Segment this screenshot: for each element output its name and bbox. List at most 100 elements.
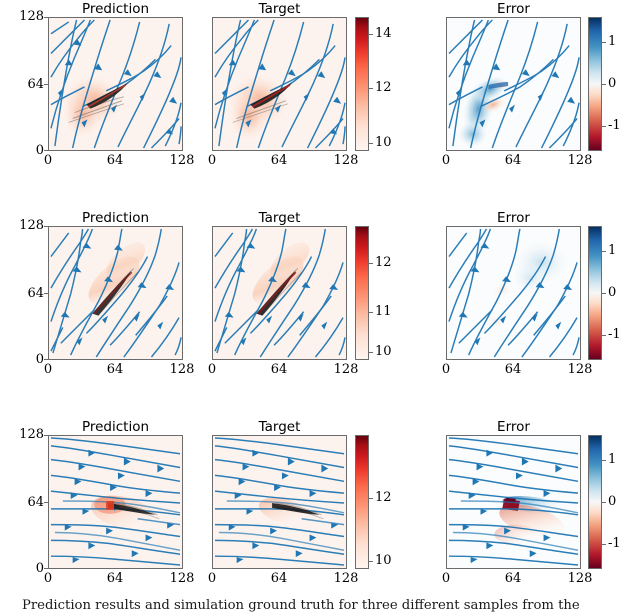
colorbar-r3-error-tickmark-0 <box>602 502 606 503</box>
ytickmark-r2-64 <box>44 293 48 294</box>
xtick-r2c2-128: 128 <box>333 362 359 377</box>
figure-caption: Prediction results and simulation ground… <box>22 598 580 613</box>
xtick-r1c1-64: 64 <box>106 153 124 168</box>
xtick-r3c3-128: 128 <box>567 571 593 586</box>
xtick-r3c1-128: 128 <box>169 571 195 586</box>
colorbar-r1-error-ticklabel-neg1: -1 <box>608 118 621 133</box>
colorbar-r2-ticklabel-11: 11 <box>375 304 392 319</box>
colorbar-r1-error-tickmark-0 <box>602 84 606 85</box>
colorbar-r3-ticklabel-10: 10 <box>375 553 392 568</box>
ytickmark-r2-0 <box>44 359 48 360</box>
colorbar-r2-tickmark-12 <box>369 263 373 264</box>
xtick-r1c3-64: 64 <box>504 153 522 168</box>
xtick-r2c2-0: 0 <box>207 362 217 377</box>
xtick-r3c3-64: 64 <box>504 571 522 586</box>
colorbar-r2-tickmark-11 <box>369 312 373 313</box>
colorbar-r1-field <box>355 17 369 151</box>
colorbar-r2-error-ticklabel-0: 0 <box>608 285 617 300</box>
xtick-r3c3-0: 0 <box>441 571 451 586</box>
xtick-r1c2-64: 64 <box>270 153 288 168</box>
colorbar-r2-error <box>588 226 602 360</box>
ytick-r3-0: 0 <box>35 561 44 576</box>
panel-title-r1-prediction: Prediction <box>81 1 150 17</box>
xtick-r1c3-0: 0 <box>441 153 451 168</box>
colorbar-r3-error <box>588 435 602 569</box>
colorbar-r2-error-ticklabel-1: 1 <box>608 243 617 258</box>
xtick-r1c1-0: 0 <box>43 153 53 168</box>
colorbar-r3-field <box>355 435 369 569</box>
xtick-r1c1-128: 128 <box>169 153 195 168</box>
ytick-r2-128: 128 <box>19 218 44 233</box>
colorbar-r2-tickmark-10 <box>369 352 373 353</box>
colorbar-r2-ticklabel-10: 10 <box>375 344 392 359</box>
ytickmark-r3-128 <box>44 435 48 436</box>
xtick-r3c1-0: 0 <box>43 571 53 586</box>
xtick-r2c1-64: 64 <box>106 362 124 377</box>
colorbar-r3-tickmark-12 <box>369 498 373 499</box>
colorbar-r2-error-tickmark-1 <box>602 251 606 252</box>
ytickmark-r2-128 <box>44 226 48 227</box>
xtick-r1c2-128: 128 <box>333 153 359 168</box>
xtick-r3c2-128: 128 <box>333 571 359 586</box>
panel-r3-target <box>212 435 347 569</box>
ytickmark-r1-64 <box>44 84 48 85</box>
colorbar-r3-tickmark-10 <box>369 561 373 562</box>
ytick-r1-0: 0 <box>35 143 44 158</box>
xtick-r2c3-128: 128 <box>567 362 593 377</box>
ytick-r3-128: 128 <box>19 427 44 442</box>
colorbar-r3-error-tickmark-neg1 <box>602 544 606 545</box>
panel-title-r3-prediction: Prediction <box>81 419 150 435</box>
colorbar-r3-error-ticklabel-0: 0 <box>608 494 617 509</box>
colorbar-r1-tickmark-14 <box>369 34 373 35</box>
panel-title-r2-target: Target <box>258 210 301 226</box>
panel-title-r1-target: Target <box>258 1 301 17</box>
panel-r2-error <box>446 226 581 360</box>
colorbar-r2-error-tickmark-0 <box>602 293 606 294</box>
colorbar-r1-tickmark-10 <box>369 143 373 144</box>
ytickmark-r1-0 <box>44 150 48 151</box>
panel-title-r2-prediction: Prediction <box>81 210 150 226</box>
xtick-r2c1-128: 128 <box>169 362 195 377</box>
ytick-r3-64: 64 <box>27 495 44 510</box>
ytick-r2-64: 64 <box>27 286 44 301</box>
colorbar-r2-ticklabel-12: 12 <box>375 255 392 270</box>
xtick-r3c2-0: 0 <box>207 571 217 586</box>
panel-r3-prediction <box>48 435 183 569</box>
colorbar-r1-error-ticklabel-0: 0 <box>608 76 617 91</box>
colorbar-r1-ticklabel-12: 12 <box>375 80 392 95</box>
xtick-r2c2-64: 64 <box>270 362 288 377</box>
colorbar-r1-ticklabel-10: 10 <box>375 135 392 150</box>
colorbar-r1-error-tickmark-neg1 <box>602 126 606 127</box>
xtick-r2c3-64: 64 <box>504 362 522 377</box>
panel-r2-prediction <box>48 226 183 360</box>
panel-r3-error <box>446 435 581 569</box>
panel-r2-target <box>212 226 347 360</box>
xtick-r3c1-64: 64 <box>106 571 124 586</box>
xtick-r1c2-0: 0 <box>207 153 217 168</box>
panel-title-r3-target: Target <box>258 419 301 435</box>
colorbar-r3-error-ticklabel-1: 1 <box>608 452 617 467</box>
colorbar-r1-ticklabel-14: 14 <box>375 26 392 41</box>
panel-r1-error <box>446 17 581 151</box>
panel-r1-prediction <box>48 17 183 151</box>
colorbar-r1-tickmark-12 <box>369 88 373 89</box>
colorbar-r3-error-tickmark-1 <box>602 460 606 461</box>
colorbar-r2-error-tickmark-neg1 <box>602 335 606 336</box>
colorbar-r2-field <box>355 226 369 360</box>
ytickmark-r3-64 <box>44 502 48 503</box>
colorbar-r1-error-tickmark-1 <box>602 42 606 43</box>
ytick-r1-128: 128 <box>19 9 44 24</box>
panel-r1-target <box>212 17 347 151</box>
colorbar-r1-error-ticklabel-1: 1 <box>608 34 617 49</box>
xtick-r2c1-0: 0 <box>43 362 53 377</box>
ytickmark-r1-128 <box>44 17 48 18</box>
panel-title-r2-error: Error <box>497 210 530 226</box>
colorbar-r3-ticklabel-12: 12 <box>375 490 392 505</box>
xtick-r3c2-64: 64 <box>270 571 288 586</box>
colorbar-r2-error-ticklabel-neg1: -1 <box>608 327 621 342</box>
xtick-r1c3-128: 128 <box>567 153 593 168</box>
xtick-r2c3-0: 0 <box>441 362 451 377</box>
ytick-r1-64: 64 <box>27 77 44 92</box>
ytickmark-r3-0 <box>44 568 48 569</box>
